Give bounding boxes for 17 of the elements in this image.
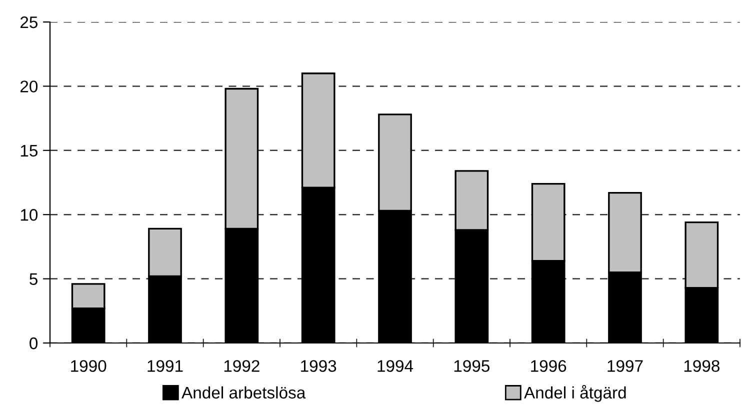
legend-label: Andel i åtgärd — [524, 384, 626, 402]
y-tick-label: 10 — [20, 209, 38, 221]
x-tick-label: 1994 — [378, 360, 414, 372]
x-tick-label: 1996 — [531, 360, 566, 372]
x-tick-label: 1997 — [608, 360, 643, 372]
x-tick-label: 1993 — [301, 360, 336, 372]
y-tick-label: 15 — [20, 144, 38, 157]
y-tick-label: 25 — [20, 16, 38, 28]
x-tick-label: 1998 — [684, 360, 720, 372]
legend-label: Andel arbetslösa — [182, 386, 306, 399]
y-tick-label: 20 — [20, 80, 38, 92]
x-tick-label: 1991 — [148, 360, 183, 372]
x-tick-label: 1990 — [71, 360, 106, 372]
y-tick-label: 0 — [30, 337, 38, 350]
y-tick-label: 5 — [30, 273, 38, 286]
x-tick-label: 1992 — [224, 360, 260, 372]
x-tick-label: 1995 — [454, 360, 490, 372]
